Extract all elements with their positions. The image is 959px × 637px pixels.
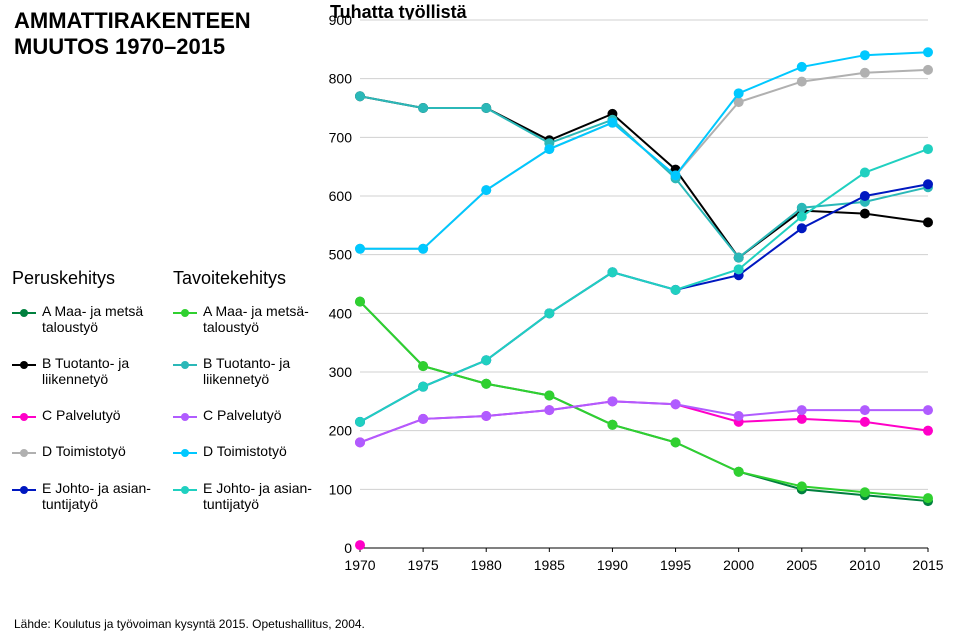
svg-text:200: 200 (329, 423, 353, 439)
svg-text:0: 0 (344, 540, 352, 556)
legend-header-left: Peruskehitys (12, 268, 161, 289)
svg-text:700: 700 (329, 129, 353, 145)
legend-item: C Palvelutyö (12, 407, 161, 423)
svg-text:2000: 2000 (723, 557, 754, 573)
svg-text:400: 400 (329, 305, 353, 321)
legend-label: D Toimistotyö (203, 443, 287, 459)
svg-text:1970: 1970 (344, 557, 375, 573)
svg-text:100: 100 (329, 481, 353, 497)
legend-label: C Palvelutyö (42, 407, 121, 423)
legend-label: E Johto- ja asian- tuntijatyö (42, 480, 151, 512)
svg-text:2005: 2005 (786, 557, 817, 573)
svg-text:1975: 1975 (408, 557, 439, 573)
legend-item: A Maa- ja metsä taloustyö (12, 303, 161, 335)
legend-swatch (173, 484, 197, 496)
svg-text:2015: 2015 (912, 557, 943, 573)
legend-swatch (173, 307, 197, 319)
svg-text:300: 300 (329, 364, 353, 380)
legend-item: D Toimistotyö (12, 443, 161, 459)
legend: Peruskehitys Tavoitekehitys A Maa- ja me… (12, 268, 322, 532)
source-text: Lähde: Koulutus ja työvoiman kysyntä 201… (14, 617, 365, 631)
legend-swatch (12, 359, 36, 371)
legend-label: E Johto- ja asian- tuntijatyö (203, 480, 312, 512)
legend-item: E Johto- ja asian- tuntijatyö (12, 480, 161, 512)
legend-swatch (173, 447, 197, 459)
svg-text:2010: 2010 (849, 557, 880, 573)
svg-text:1990: 1990 (597, 557, 628, 573)
svg-text:500: 500 (329, 247, 353, 263)
legend-swatch (173, 359, 197, 371)
svg-text:1980: 1980 (471, 557, 502, 573)
chart-title: AMMATTIRAKENTEEN MUUTOS 1970–2015 (14, 8, 251, 61)
legend-swatch (12, 484, 36, 496)
legend-label: B Tuotanto- ja liikennetyö (203, 355, 290, 387)
legend-item: B Tuotanto- ja liikennetyö (12, 355, 161, 387)
line-chart: 100 200 300 400 500 600 700 800 900 01970 1975 1980… (300, 14, 950, 602)
legend-swatch (173, 411, 197, 423)
legend-swatch (12, 447, 36, 459)
svg-text:600: 600 (329, 188, 353, 204)
legend-label: A Maa- ja metsä- taloustyö (203, 303, 309, 335)
svg-text:800: 800 (329, 71, 353, 87)
svg-text:1985: 1985 (534, 557, 565, 573)
svg-text:1995: 1995 (660, 557, 691, 573)
legend-label: A Maa- ja metsä taloustyö (42, 303, 143, 335)
legend-label: B Tuotanto- ja liikennetyö (42, 355, 129, 387)
svg-text:900: 900 (329, 14, 353, 28)
legend-swatch (12, 307, 36, 319)
legend-label: D Toimistotyö (42, 443, 126, 459)
legend-label: C Palvelutyö (203, 407, 282, 423)
legend-swatch (12, 411, 36, 423)
